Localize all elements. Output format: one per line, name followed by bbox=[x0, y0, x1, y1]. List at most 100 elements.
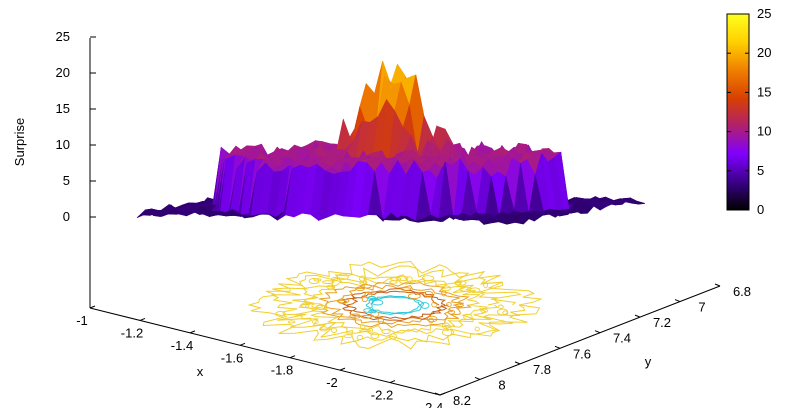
contour-loop bbox=[344, 334, 353, 339]
x-tick-label: -1.6 bbox=[221, 350, 243, 365]
contour-loop bbox=[423, 291, 434, 297]
contour-loop bbox=[441, 290, 447, 297]
colorbar bbox=[726, 13, 750, 211]
contour-loop bbox=[300, 302, 310, 308]
x-tick bbox=[339, 367, 346, 371]
contour-loop bbox=[447, 309, 456, 315]
z-tick-label: 10 bbox=[56, 137, 70, 152]
y-tick-label: 7 bbox=[698, 300, 705, 315]
x-tick bbox=[239, 342, 246, 346]
contour-loop bbox=[483, 281, 489, 289]
contour-loop bbox=[420, 302, 430, 309]
contour-loop bbox=[459, 286, 472, 292]
y-tick-label: 7.4 bbox=[613, 331, 631, 346]
contour-loop bbox=[336, 273, 349, 281]
contour-loop bbox=[498, 304, 504, 309]
y-tick bbox=[714, 283, 721, 287]
contour-loop bbox=[370, 332, 380, 339]
contour-projection bbox=[247, 260, 542, 350]
y-tick-label: 6.8 bbox=[733, 284, 751, 299]
y-tick-label: 7.8 bbox=[533, 362, 551, 377]
contour-loop bbox=[361, 296, 368, 303]
contour-loop bbox=[330, 277, 339, 282]
contour-loop bbox=[454, 281, 462, 286]
contour-loop bbox=[421, 275, 435, 282]
contour-loop bbox=[474, 326, 480, 332]
contour-loop bbox=[428, 317, 434, 324]
x-axis-label: x bbox=[197, 364, 204, 379]
surface-plot bbox=[136, 61, 646, 225]
x-tick bbox=[289, 355, 296, 359]
contour-line bbox=[323, 284, 464, 325]
x-tick-label: -1.2 bbox=[121, 325, 143, 340]
contour-loop bbox=[371, 299, 384, 306]
contour-loop bbox=[400, 287, 412, 291]
contour-loop bbox=[356, 334, 364, 341]
contour-loop bbox=[502, 310, 509, 316]
y-tick bbox=[514, 361, 521, 365]
x-tick bbox=[189, 330, 196, 334]
x-tick-label: -1 bbox=[76, 313, 88, 328]
colorbar-tick-label: 0 bbox=[757, 202, 764, 217]
colorbar-bar bbox=[726, 13, 750, 211]
y-tick bbox=[674, 299, 681, 303]
y-axis-label: y bbox=[645, 354, 652, 369]
z-tick-label: 25 bbox=[56, 29, 70, 44]
y-tick bbox=[634, 314, 641, 318]
contour-loop bbox=[338, 299, 348, 304]
colorbar-tick-label: 5 bbox=[757, 163, 764, 178]
contour-loop bbox=[426, 315, 438, 323]
contour-loop bbox=[407, 293, 421, 300]
z-axis-label: Surprise bbox=[12, 118, 27, 166]
x-tick bbox=[89, 305, 96, 309]
contour-line bbox=[298, 276, 488, 334]
contour-loop bbox=[287, 320, 296, 324]
z-tick-label: 15 bbox=[56, 101, 70, 116]
base-axes bbox=[89, 38, 721, 396]
contour-loop bbox=[446, 302, 452, 308]
contour-loop bbox=[359, 275, 366, 282]
contour-loop bbox=[360, 314, 373, 319]
contour-loop bbox=[355, 286, 365, 292]
contour-loop bbox=[322, 280, 335, 284]
contour-loop bbox=[431, 301, 438, 308]
contour-loop bbox=[358, 329, 372, 333]
contour-loop bbox=[360, 324, 366, 330]
contour-loop bbox=[364, 291, 373, 298]
z-tick-label: 0 bbox=[63, 209, 70, 224]
x-axis-line bbox=[89, 307, 441, 396]
contour-loop bbox=[275, 311, 286, 317]
colorbar-tick-label: 25 bbox=[757, 6, 771, 21]
contour-loop bbox=[405, 276, 413, 283]
colorbar-ticks: 0 5 10 15 20 25 bbox=[727, 6, 771, 217]
z-axis-ticks: 0 5 10 15 20 25 bbox=[56, 29, 96, 224]
contour-line bbox=[271, 265, 526, 343]
y-axis-ticks: 8.2 8 7.8 7.6 7.4 7.2 7 6.8 bbox=[434, 283, 751, 408]
contour-line bbox=[247, 260, 542, 350]
y-tick-label: 8 bbox=[498, 377, 505, 392]
x-tick bbox=[389, 380, 396, 384]
contour-loop bbox=[315, 304, 326, 310]
contour-loop bbox=[455, 303, 464, 307]
x-tick bbox=[139, 317, 146, 321]
contour-loop bbox=[397, 275, 409, 282]
x-tick-label: -2.2 bbox=[371, 388, 393, 403]
contour-line bbox=[346, 290, 444, 320]
contour-loop bbox=[381, 329, 391, 335]
x-tick-label: -1.4 bbox=[171, 338, 193, 353]
contour-loop bbox=[370, 310, 380, 318]
z-tick-label: 20 bbox=[56, 65, 70, 80]
contour-loop bbox=[326, 284, 336, 290]
colorbar-tick-label: 15 bbox=[757, 84, 771, 99]
contour-loop bbox=[331, 327, 338, 333]
contour-loop bbox=[349, 313, 361, 319]
contour-loop bbox=[480, 308, 488, 313]
contour-loop bbox=[377, 317, 384, 325]
contour-loop bbox=[496, 308, 509, 316]
y-tick bbox=[594, 330, 601, 334]
contour-loop bbox=[311, 319, 319, 324]
colorbar-tick-label: 10 bbox=[757, 124, 771, 139]
y-tick bbox=[474, 376, 481, 380]
contour-loop bbox=[319, 326, 328, 332]
